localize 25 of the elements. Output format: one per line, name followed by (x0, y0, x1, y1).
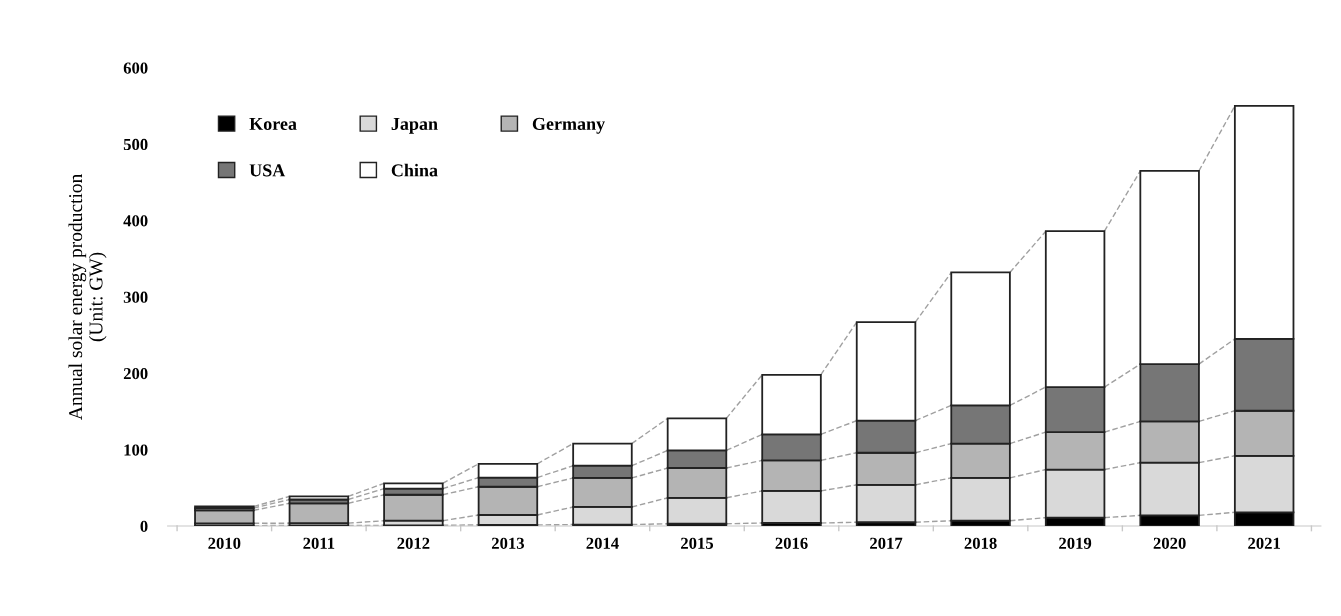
legend-label: Korea (249, 117, 297, 130)
x-tick-label: 2018 (964, 537, 997, 549)
y-tick-label: 200 (123, 368, 148, 380)
y-tick-label: 300 (123, 291, 148, 303)
y-tick-label: 600 (123, 62, 148, 74)
x-tick-label: 2010 (208, 537, 241, 549)
legend-label: Germany (532, 117, 605, 134)
x-tick-label: 2012 (397, 537, 430, 549)
legend-label: China (391, 163, 438, 177)
x-tick-label: 2019 (1059, 537, 1092, 549)
x-tick-label: 2017 (870, 537, 903, 549)
x-tick-label: 2021 (1248, 537, 1280, 549)
x-tick-label: 2013 (491, 537, 525, 549)
x-tick-label: 2011 (303, 537, 335, 549)
y-axis-title: Annual solar energy production (Unit: GW) (68, 173, 107, 420)
y-tick-label: 100 (124, 444, 148, 456)
x-tick-label: 2020 (1153, 537, 1186, 549)
legend-label: USA (249, 164, 286, 177)
x-tick-label: 2014 (586, 537, 619, 549)
x-tick-label: 2016 (775, 537, 808, 549)
y-tick-label: 500 (123, 138, 148, 151)
legend-label: Japan (391, 117, 438, 134)
y-tick-label: 0 (140, 520, 148, 533)
x-tick-label: 2015 (681, 537, 714, 549)
y-tick-label: 400 (123, 215, 148, 227)
